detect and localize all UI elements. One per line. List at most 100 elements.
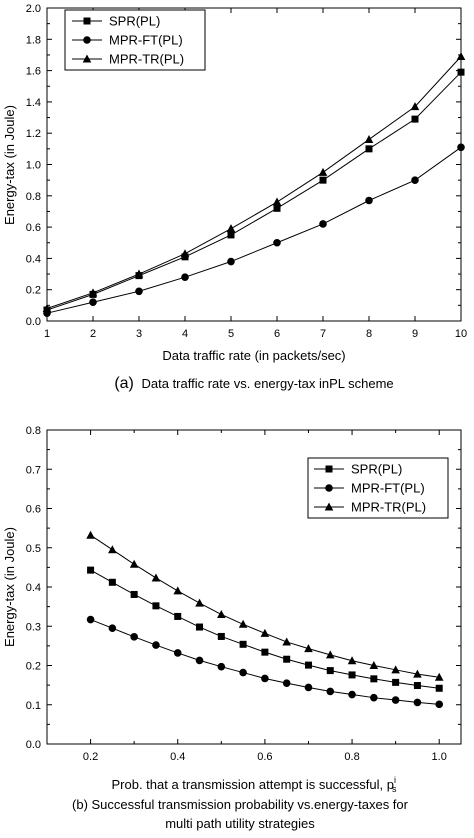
- chart-a-y-tick-label: 0.4: [26, 253, 41, 265]
- chart-a-data-point-triangle: [134, 269, 144, 278]
- chart-a-y-tick-label: 1.2: [26, 128, 41, 140]
- chart-a-data-point-circle: [273, 238, 281, 247]
- chart-a-x-tick-label: 8: [366, 328, 372, 340]
- chart-b-data-point-triangle: [304, 644, 313, 653]
- chart-a-x-tick-label: 2: [90, 328, 96, 340]
- chart-b-y-axis-label: Energy-tax (in Joule): [2, 527, 17, 647]
- chart-a-y-tick-label: 0.8: [26, 191, 41, 203]
- chart-a-x-tick-label: 9: [412, 328, 418, 340]
- chart-a-x-tick-label: 7: [320, 328, 326, 340]
- chart-b-x-axis-label-sub: s: [392, 784, 397, 794]
- chart-b-legend-marker-triangle: [324, 502, 334, 511]
- chart-a-y-axis-label: Energy-tax (in Joule): [2, 105, 17, 225]
- chart-a-y-tick-label: 1.6: [26, 66, 41, 78]
- chart-a-data-point-triangle: [456, 52, 466, 61]
- chart-b-data-point-triangle: [325, 650, 335, 659]
- chart-b-data-point-circle: [391, 696, 400, 704]
- chart-a-data-point-square: [365, 145, 373, 153]
- chart-b-data-point-circle: [239, 668, 247, 677]
- chart-a-data-point-square: [227, 231, 235, 239]
- chart-b-x-axis-label: Prob. that a transmission attempt is suc…: [111, 775, 397, 794]
- chart-b-data-point-square: [87, 566, 95, 574]
- chart-a-y-tick-label: 0.2: [26, 285, 41, 297]
- chart-a-data-point-triangle: [88, 288, 98, 297]
- chart-a-caption-text: Data traffic rate vs. energy-tax inPL sc…: [142, 376, 394, 391]
- chart-b-y-tick-label: 0.6: [26, 504, 41, 516]
- chart-b-data-point-circle: [304, 683, 313, 692]
- chart-b-legend-label: SPR(PL): [351, 462, 402, 477]
- chart-a-y-tick-label: 0.6: [26, 222, 41, 234]
- chart-a-legend-marker-triangle: [82, 54, 92, 63]
- chart-b-data-point-circle: [173, 649, 182, 657]
- chart-b-y-tick-label: 0.2: [26, 661, 41, 673]
- chart-b-data-point-square: [370, 675, 378, 683]
- chart-a-data-point-circle: [89, 298, 97, 307]
- chart-b-data-point-triangle: [217, 609, 226, 618]
- chart-b-caption-line2: multi path utility strategies: [165, 816, 315, 831]
- chart-b-x-tick-label: 0.4: [170, 751, 185, 763]
- chart-b-data-point-circle: [282, 679, 291, 687]
- chart-b-data-point-circle: [261, 674, 269, 683]
- chart-b-data-point-square: [152, 602, 160, 610]
- chart-b-legend-label: MPR-FT(PL): [351, 481, 425, 496]
- chart-a-legend-label: MPR-TR(PL): [109, 52, 184, 67]
- chart-b-x-tick-label: 0.6: [257, 751, 272, 763]
- chart-b-data-point-square: [217, 632, 225, 640]
- chart-b-legend-label: MPR-TR(PL): [351, 500, 426, 515]
- chart-a-data-point-circle: [319, 220, 327, 228]
- chart-a-x-tick-label: 10: [455, 328, 467, 340]
- chart-b-data-point-triangle: [238, 619, 248, 628]
- chart-a-x-tick-label: 6: [274, 328, 280, 340]
- chart-a-data-point-triangle: [42, 303, 52, 312]
- chart-b-y-tick-label: 0.5: [26, 543, 41, 555]
- chart-b-x-tick-label: 1.0: [432, 751, 447, 763]
- chart-a-x-tick-label: 1: [44, 328, 50, 340]
- chart-a-x-tick-label: 3: [136, 328, 142, 340]
- chart-a-legend: SPR(PL) MPR-FT(PL) MPR-TR(PL): [64, 9, 206, 71]
- chart-a-data-point-square: [411, 115, 419, 123]
- chart-b-data-point-circle: [108, 624, 117, 633]
- chart-b-data-point-triangle: [391, 665, 400, 674]
- chart-b-y-ticks: 0.0 0.1 0.2 0.3 0.4 0.5 0.6 0.7 0.8: [26, 425, 461, 751]
- chart-b-series-line-triangle: [90, 534, 440, 678]
- chart-b-data-point-triangle: [195, 598, 204, 607]
- chart-a-data-point-circle: [181, 273, 189, 281]
- chart-b-data-point-triangle: [347, 656, 357, 665]
- chart-a-caption: (a) Data traffic rate vs. energy-tax inP…: [114, 375, 393, 392]
- chart-b-y-tick-label: 0.4: [26, 582, 41, 594]
- chart-a-y-tick-label: 1.8: [26, 34, 41, 46]
- chart-b-data-point-square: [174, 612, 182, 620]
- chart-a-y-ticks: 0.0 0.2 0.4 0.6 0.8 1.0 1.2 1.4 1.6 1.8 2.0: [26, 3, 461, 328]
- chart-a-x-ticks: 1 2 3 4 5 6 7 8 9 10: [44, 8, 467, 340]
- chart-a-y-tick-label: 2.0: [26, 3, 41, 15]
- chart-a-legend-marker-circle: [83, 36, 91, 44]
- chart-b-data-point-circle: [86, 615, 95, 624]
- chart-b-data-point-circle: [370, 693, 378, 702]
- chart-a-data-point-circle: [227, 257, 235, 266]
- chart-a-data-point-square: [273, 204, 281, 212]
- chart-b-data-point-square: [348, 671, 356, 679]
- chart-b-y-tick-label: 0.7: [26, 464, 41, 476]
- chart-b-data-point-circle: [152, 641, 160, 649]
- chart-b-x-axis-label-main: Prob. that a transmission attempt is suc…: [111, 777, 394, 792]
- chart-b-y-tick-label: 0.0: [26, 739, 41, 751]
- chart-a-data-point-triangle: [226, 224, 236, 233]
- chart-b-caption-line1: (b) Successful transmission probability …: [72, 797, 409, 812]
- chart-b-data-point-square: [326, 667, 334, 675]
- chart-b-legend: SPR(PL) MPR-FT(PL) MPR-TR(PL): [307, 457, 449, 519]
- chart-a-data-point-square: [457, 68, 465, 76]
- chart-b-legend-marker-square: [325, 465, 333, 473]
- chart-b-data-point-square: [413, 682, 421, 690]
- chart-b-series: [86, 530, 444, 709]
- chart-b-legend-marker-circle: [325, 484, 333, 492]
- chart-b-data-point-square: [130, 590, 138, 598]
- chart-a-data-point-circle: [365, 196, 373, 205]
- chart-a-y-tick-label: 1.0: [26, 160, 41, 172]
- chart-a-data-point-square: [319, 176, 327, 184]
- chart-b: 0.0 0.1 0.2 0.3 0.4 0.5 0.6 0.7 0.8 0.2 0.4 0.6 0.8…: [2, 425, 462, 831]
- chart-a-x-axis-label: Data traffic rate (in packets/sec): [162, 348, 345, 363]
- chart-b-y-tick-label: 0.8: [26, 425, 41, 437]
- chart-a-caption-marker: (a): [114, 375, 134, 392]
- chart-a-legend-items: SPR(PL) MPR-FT(PL) MPR-TR(PL): [72, 14, 184, 67]
- chart-a-data-point-triangle: [318, 167, 328, 176]
